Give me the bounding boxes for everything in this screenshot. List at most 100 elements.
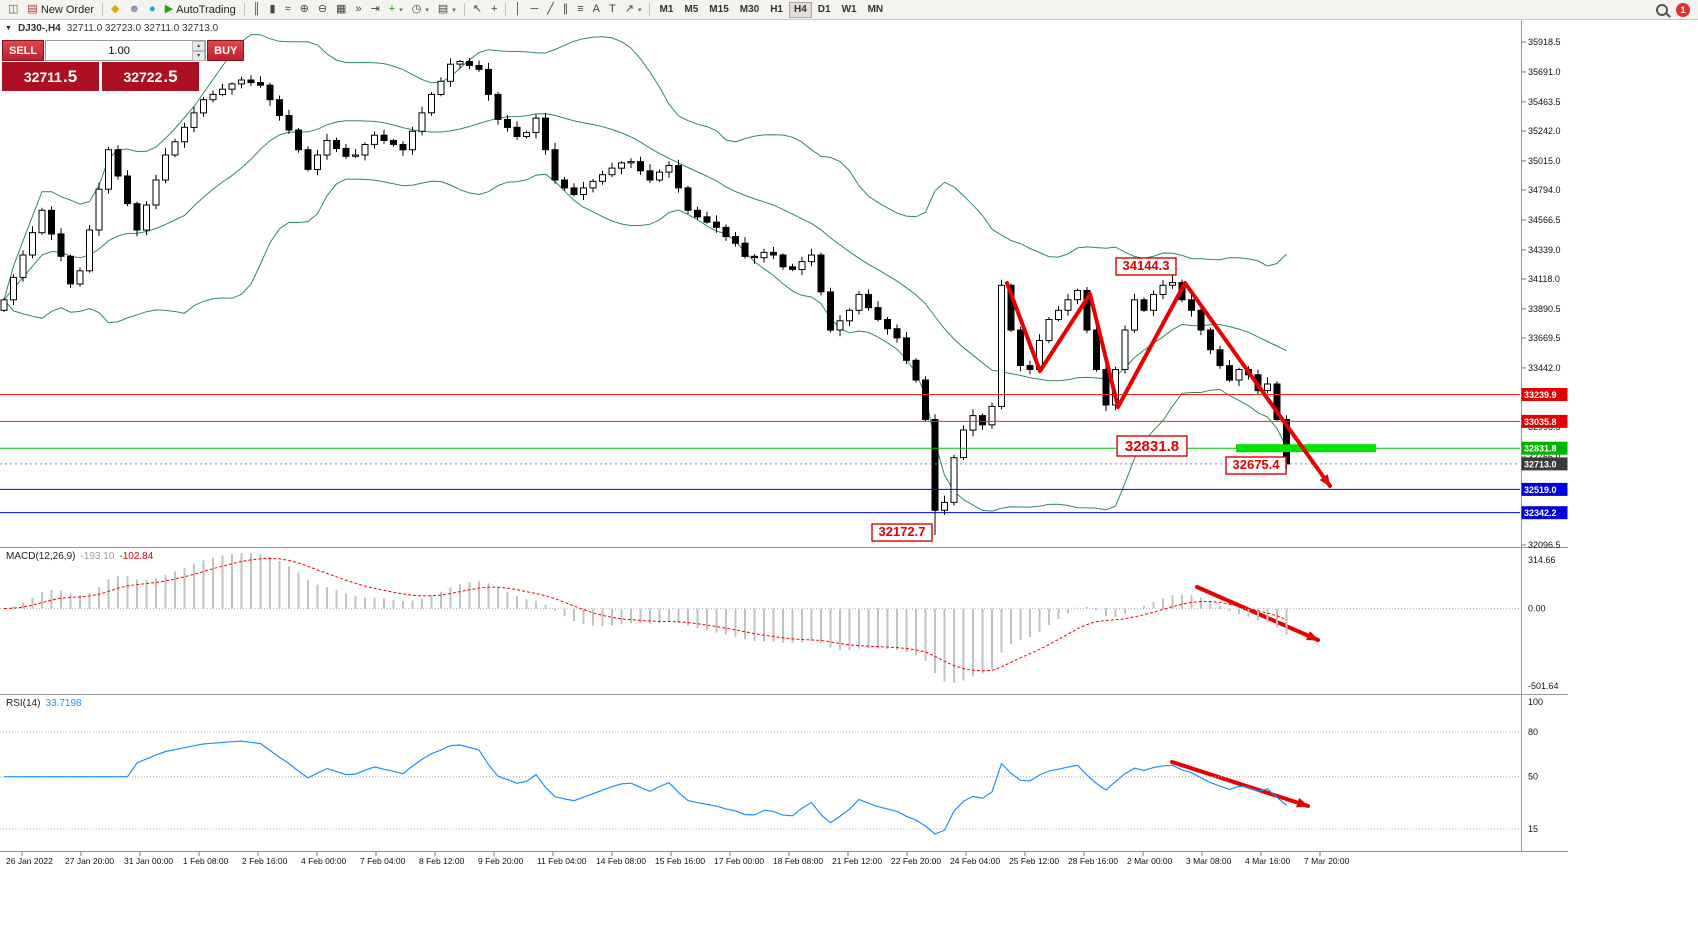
candle [475, 65, 483, 70]
sell-button[interactable]: SELL [2, 40, 45, 61]
candle [1235, 369, 1243, 381]
candle [19, 254, 27, 278]
candle [1083, 290, 1091, 331]
trend-arrow-main[interactable] [1005, 281, 1332, 488]
time-axis-label: 4 Feb 00:00 [301, 856, 347, 866]
rsi-indicator-label: RSI(14) 33.7198 [6, 698, 82, 709]
equidistant-channel-button[interactable]: ∥ [559, 1, 573, 18]
candle [741, 242, 749, 257]
volume-input[interactable] [46, 41, 193, 60]
annotation-label-box[interactable] [1115, 257, 1177, 276]
candle [893, 328, 901, 339]
price-axis-label: 32096.5 [1528, 540, 1561, 550]
new-order-button[interactable]: ▤ New Order [23, 1, 98, 18]
price-axis-label: 35918.5 [1528, 37, 1561, 47]
timeframe-d1-button[interactable]: D1 [813, 2, 836, 18]
time-axis-label: 7 Mar 20:00 [1304, 856, 1350, 866]
timeframe-h4-button[interactable]: H4 [789, 1, 812, 18]
volume-down-button[interactable]: ▾ [192, 51, 206, 61]
timeframe-w1-button[interactable]: W1 [837, 2, 862, 18]
trendline-button[interactable]: ╱ [543, 1, 558, 18]
chart-shift-button[interactable]: ⇥ [367, 1, 384, 18]
candle [200, 99, 207, 114]
candle [513, 126, 521, 138]
price-axis-label: 34339.0 [1528, 245, 1561, 255]
periods-dropdown-icon[interactable]: ▾ [425, 6, 429, 14]
candle [941, 501, 948, 511]
price-axis-label: 32766.0 [1528, 452, 1561, 462]
cursor-button[interactable]: ↖ [469, 1, 486, 18]
timeframe-h1-button[interactable]: H1 [765, 2, 788, 18]
timeframe-m30-button[interactable]: M30 [735, 2, 764, 18]
arrows-tool-dropdown-icon[interactable]: ▾ [637, 6, 642, 14]
templates-dropdown-icon[interactable]: ▾ [452, 6, 456, 14]
candle [808, 254, 815, 263]
timeframe-m1-button[interactable]: M1 [654, 2, 678, 18]
autotrading-icon: ▶ [164, 3, 174, 15]
tile-windows-button[interactable]: ▦ [332, 1, 350, 18]
candle [456, 61, 464, 65]
chart-button[interactable]: ◫ [4, 1, 22, 18]
candle [494, 93, 502, 120]
horizontal-line-button[interactable]: ─ [526, 1, 542, 18]
candle [304, 149, 312, 170]
trend-arrow-rsi[interactable] [1170, 760, 1310, 808]
macd-axis-label: 0.00 [1528, 604, 1546, 614]
zoom-in-button[interactable]: ⊕ [296, 1, 313, 18]
indicators-button[interactable]: + ▾ [385, 1, 407, 18]
candle [884, 319, 891, 330]
price-tag [1521, 441, 1568, 455]
auto-scroll-button[interactable]: » [351, 1, 365, 18]
candle [428, 93, 435, 114]
timeframe-m5-button[interactable]: M5 [679, 2, 703, 18]
community-button[interactable]: ● [145, 1, 160, 18]
text-button[interactable]: A [589, 1, 604, 18]
candlestick-chart-button[interactable]: ▮ [266, 1, 280, 18]
price-axis-label: 35015.0 [1528, 156, 1561, 166]
text-label-button[interactable]: T [605, 1, 620, 18]
bar-chart-button[interactable]: ║ [249, 1, 265, 18]
buy-button[interactable]: BUY [207, 40, 245, 61]
search-icon[interactable] [1656, 3, 1668, 16]
equidistant-channel-icon: ∥ [562, 3, 569, 15]
buy-price-button[interactable]: 32722 .5 [102, 62, 199, 91]
autotrading-button[interactable]: ▶ AutoTrading [161, 1, 240, 18]
timeframe-m15-button[interactable]: M15 [704, 2, 733, 18]
rsi-axis-label: 80 [1528, 727, 1538, 737]
periods-button[interactable]: ◷ ▾ [408, 1, 433, 18]
fibonacci-button[interactable]: ≡ [573, 1, 587, 18]
timeframe-mn-button[interactable]: MN [863, 2, 889, 18]
time-axis-label: 25 Feb 12:00 [1009, 856, 1059, 866]
candle [76, 270, 84, 285]
green-highlight-bar[interactable] [1236, 444, 1376, 453]
price-axis-label: 35242.0 [1528, 126, 1561, 136]
candle [228, 83, 236, 90]
candle [903, 337, 910, 361]
zoom-out-button[interactable]: ⊖ [314, 1, 331, 18]
volume-stepper[interactable]: ▴ ▾ [45, 40, 207, 61]
line-chart-button[interactable]: ≈ [281, 1, 295, 18]
crosshair-button[interactable]: + [487, 1, 501, 18]
symbol-period-label: DJ30-,H4 [17, 23, 61, 34]
vertical-line-button[interactable]: │ [510, 1, 525, 18]
volume-up-button[interactable]: ▴ [192, 41, 206, 51]
annotation-label-box[interactable] [1225, 456, 1287, 475]
annotation-label-box[interactable] [1116, 435, 1188, 457]
profile-button[interactable]: ☻ [124, 1, 144, 18]
price-tag [1521, 482, 1568, 496]
horizontal-line-icon: ─ [530, 3, 539, 15]
templates-button[interactable]: ▤ ▾ [434, 1, 460, 18]
notification-badge[interactable]: 1 [1676, 2, 1690, 17]
candle [1102, 369, 1110, 406]
one-click-collapse-icon[interactable]: ▼ [5, 25, 12, 32]
sell-price-button[interactable]: 32711 .5 [2, 62, 99, 91]
candle [352, 154, 359, 157]
annotation-label-box[interactable] [871, 523, 933, 542]
metaeditor-button[interactable]: ◆ [107, 1, 123, 18]
candle [1264, 383, 1271, 392]
indicators-dropdown-icon[interactable]: ▾ [399, 6, 403, 14]
time-axis-label: 26 Jan 2022 [6, 856, 53, 866]
macd-signal-line [3, 557, 1287, 672]
arrows-tool-button[interactable]: ↗ ▾ [621, 1, 646, 18]
